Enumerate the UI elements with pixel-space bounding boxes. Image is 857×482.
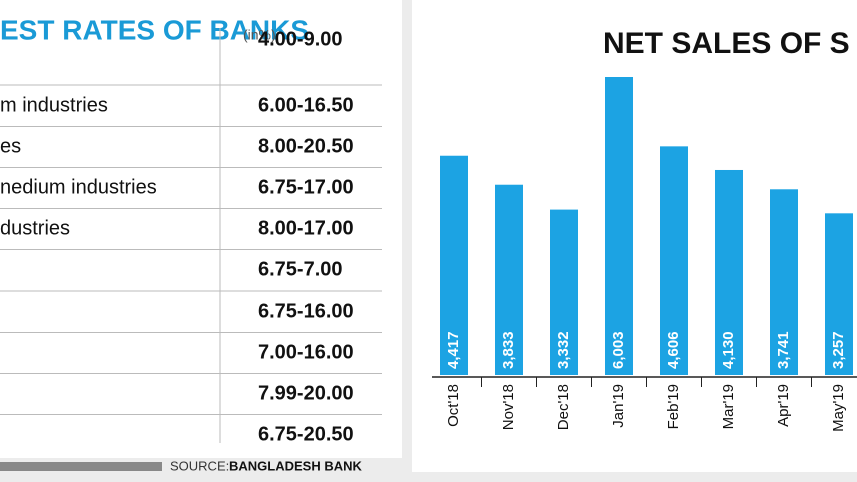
bar xyxy=(440,155,468,375)
table-title: EST RATES OF BANKS xyxy=(0,14,309,45)
x-tick-label: Jan'19 xyxy=(610,384,627,428)
x-tick-label: May'19 xyxy=(830,384,847,432)
value-label: 4,130 xyxy=(720,331,737,369)
row-label: nedium industries xyxy=(0,176,157,198)
table-unit: (in%) xyxy=(243,27,276,43)
x-tick-label: Mar'19 xyxy=(720,384,737,429)
x-tick-label: Apr'19 xyxy=(775,384,792,427)
bar xyxy=(495,184,523,375)
row-rate: 6.00-16.50 xyxy=(258,94,354,116)
row-label: m industries xyxy=(0,94,108,116)
source: BANGLADESH BANK xyxy=(229,458,363,473)
chart-title: NET SALES OF S xyxy=(603,27,850,60)
row-rate: 6.75-17.00 xyxy=(258,176,354,198)
value-label: 3,741 xyxy=(775,331,792,369)
value-label: 3,332 xyxy=(555,331,572,369)
value-label: 4,606 xyxy=(665,331,682,369)
row-rate: 8.00-17.00 xyxy=(258,217,354,239)
row-label: dustries xyxy=(0,217,70,239)
value-label: 3,833 xyxy=(500,331,517,369)
value-label: 6,003 xyxy=(610,331,627,369)
source-prefix: SOURCE: xyxy=(170,458,229,473)
bar xyxy=(825,213,853,375)
x-tick-label: Oct'18 xyxy=(445,384,462,427)
x-tick-label: Dec'18 xyxy=(555,384,572,430)
x-tick-label: Feb'19 xyxy=(665,384,682,429)
row-rate: 4.00-9.00 xyxy=(258,28,343,50)
row-rate: 6.75-16.00 xyxy=(258,300,354,322)
value-label: 3,257 xyxy=(830,331,847,369)
bar xyxy=(770,189,798,375)
source-bar xyxy=(0,462,162,471)
table-panel xyxy=(0,0,402,458)
bar xyxy=(550,209,578,375)
row-rate: 7.00-16.00 xyxy=(258,341,354,363)
bar xyxy=(660,146,688,375)
row-rate: 8.00-20.50 xyxy=(258,135,354,157)
row-label: es xyxy=(0,135,21,157)
row-rate: 7.99-20.00 xyxy=(258,382,354,404)
bar xyxy=(605,77,633,375)
bar xyxy=(715,169,743,375)
value-label: 4,417 xyxy=(445,331,462,369)
x-tick-label: Nov'18 xyxy=(500,384,517,430)
row-rate: 6.75-7.00 xyxy=(258,258,343,280)
row-rate: 6.75-20.50 xyxy=(258,423,354,445)
